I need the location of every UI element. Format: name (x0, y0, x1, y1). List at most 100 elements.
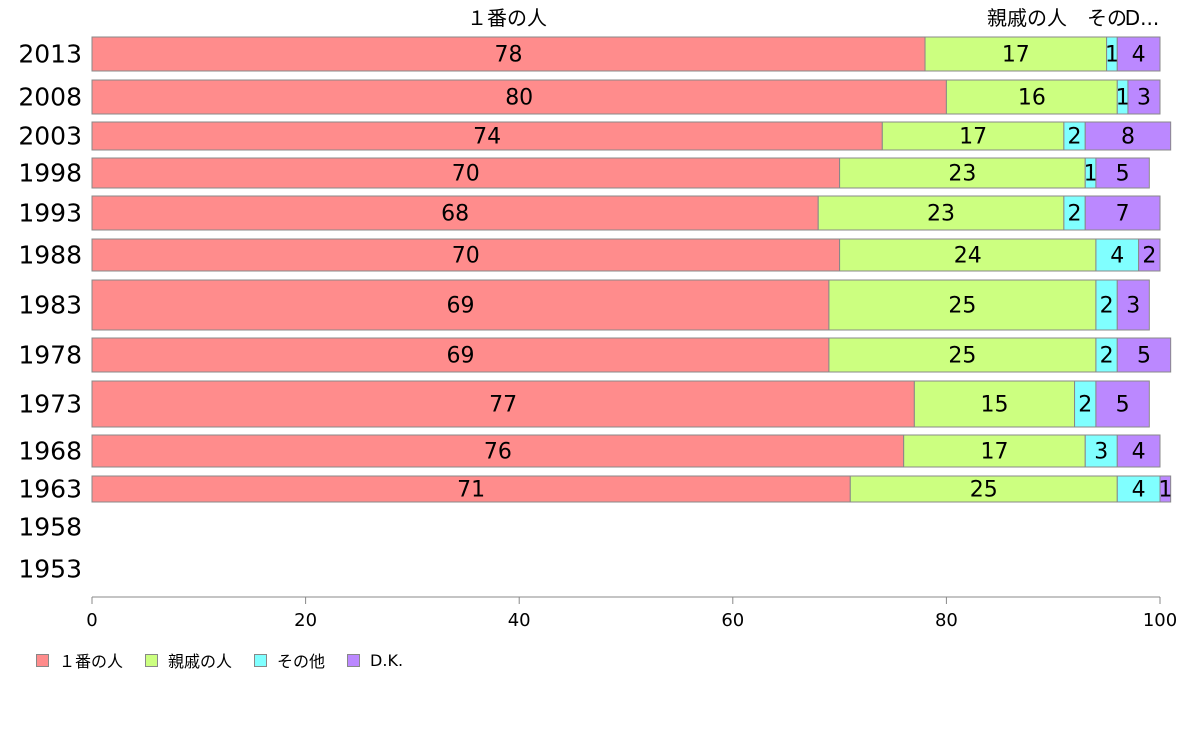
data-label-2003-s1: 17 (959, 125, 987, 150)
top-label-third: その (1087, 6, 1127, 30)
x-tick-label-20: 20 (294, 610, 317, 631)
data-label-2003-s2: 2 (1068, 125, 1082, 150)
data-label-1978-s3: 5 (1137, 344, 1151, 369)
x-axis: 0 20 40 60 80 100 (86, 596, 1177, 631)
stacked-bar-chart: １番の人 親戚の人 その D... 78 17 1 480 16 1 374 17 2 870 23… (18, 6, 1177, 631)
data-label-1963-s1: 25 (970, 478, 998, 503)
x-tick-label-100: 100 (1143, 610, 1177, 631)
data-label-1968-s0: 76 (484, 440, 512, 465)
legend-item-0: １番の人 (36, 648, 123, 672)
year-label-1953: 1953 (18, 555, 82, 584)
year-labels: 2013 2008 2003 1998 1993 1988 1983 1978 1973 1968… (18, 40, 82, 584)
x-tick-label-60: 60 (721, 610, 744, 631)
legend-label: １番の人 (59, 652, 124, 671)
legend-label: 親戚の人 (168, 652, 233, 671)
legend-label: その他 (277, 652, 326, 671)
legend-item-3: D.K. (347, 651, 403, 670)
data-label-1973-s2: 2 (1078, 393, 1092, 418)
data-label-1988-s1: 24 (954, 244, 982, 269)
year-label-1993: 1993 (18, 199, 82, 228)
bar-segment-1968-s2 (1084, 434, 1118, 468)
data-label-1973-s3: 5 (1116, 393, 1130, 418)
data-label-1963-s3: 1 (1158, 478, 1172, 503)
legend-item-1: 親戚の人 (145, 648, 232, 672)
bar-segment-1998-s3 (1095, 157, 1150, 189)
bar-segment-1998-s0 (91, 157, 841, 189)
year-label-1998: 1998 (18, 159, 82, 188)
bar-segment-1978-s3 (1116, 337, 1172, 373)
top-label-second: 親戚の人 (987, 6, 1067, 30)
data-label-1993-s3: 7 (1116, 202, 1130, 227)
year-label-2003: 2003 (18, 122, 82, 151)
bar-segment-1963-s3 (1159, 475, 1172, 503)
data-label-1963-s2: 4 (1132, 478, 1146, 503)
year-label-1988: 1988 (18, 241, 82, 270)
bar-segment-2013-s1 (924, 36, 1108, 72)
legend: １番の人 親戚の人 その他 D.K. (36, 648, 425, 672)
legend-swatch (145, 653, 159, 667)
x-tick-label-80: 80 (935, 610, 958, 631)
bar-segment-1993-s0 (91, 195, 819, 231)
data-label-1988-s0: 70 (452, 244, 480, 269)
x-tick-label-40: 40 (508, 610, 531, 631)
bar-segment-1983-s3 (1116, 279, 1150, 331)
data-label-2013-s0: 78 (495, 43, 523, 68)
data-label-1998-s3: 5 (1116, 162, 1130, 187)
bar-segment-1963-s0 (91, 475, 851, 503)
bar-segment-1973-s1 (913, 380, 1076, 428)
bar-segment-2008-s3 (1127, 79, 1161, 115)
bar-segment-2003-s1 (881, 121, 1065, 151)
x-tick-label-0: 0 (86, 610, 97, 631)
bar-segment-1968-s3 (1116, 434, 1161, 468)
data-label-2008-s0: 80 (505, 86, 533, 111)
year-label-1973: 1973 (18, 390, 82, 419)
data-label-2003-s3: 8 (1121, 125, 1135, 150)
bar-segment-1963-s1 (849, 475, 1118, 503)
bar-segment-1988-s0 (91, 238, 841, 272)
data-label-2008-s2: 1 (1116, 86, 1130, 111)
year-label-2013: 2013 (18, 40, 82, 69)
year-label-1963: 1963 (18, 475, 82, 504)
bar-segment-1978-s0 (91, 337, 830, 373)
bar-segment-1983-s1 (828, 279, 1097, 331)
bar-segment-1973-s3 (1095, 380, 1150, 428)
bar-segment-2008-s0 (91, 79, 947, 115)
data-label-1983-s1: 25 (948, 294, 976, 319)
data-label-1998-s0: 70 (452, 162, 480, 187)
year-label-1958: 1958 (18, 513, 82, 542)
bar-segment-1988-s2 (1095, 238, 1140, 272)
bar-segment-2013-s3 (1116, 36, 1161, 72)
data-label-1968-s1: 17 (980, 440, 1008, 465)
year-label-1968: 1968 (18, 437, 82, 466)
data-label-1993-s1: 23 (927, 202, 955, 227)
top-series-labels: １番の人 親戚の人 その D... (467, 6, 1159, 30)
bar-segment-1993-s3 (1084, 195, 1161, 231)
data-label-1973-s1: 15 (980, 393, 1008, 418)
data-label-1978-s1: 25 (948, 344, 976, 369)
bar-segment-2008-s1 (945, 79, 1118, 115)
data-label-1993-s0: 68 (441, 202, 469, 227)
data-label-1963-s0: 71 (457, 478, 485, 503)
data-label-1983-s2: 2 (1100, 294, 1114, 319)
bar-segment-1998-s1 (839, 157, 1086, 189)
bars-group: 78 17 1 480 16 1 374 17 2 870 23 1 568 23 2 770 24 4 269 25… (91, 36, 1172, 503)
data-label-2013-s2: 1 (1105, 43, 1119, 68)
top-label-first: １番の人 (467, 6, 547, 30)
data-label-1968-s3: 4 (1132, 440, 1146, 465)
year-label-1978: 1978 (18, 341, 82, 370)
data-label-2013-s1: 17 (1002, 43, 1030, 68)
data-label-2008-s3: 3 (1137, 86, 1151, 111)
data-label-2003-s0: 74 (473, 125, 501, 150)
data-label-1998-s2: 1 (1084, 162, 1098, 187)
bar-segment-2003-s3 (1084, 121, 1172, 151)
data-label-1988-s3: 2 (1142, 244, 1156, 269)
legend-swatch (347, 653, 361, 667)
data-label-1973-s0: 77 (489, 393, 517, 418)
bar-segment-1968-s1 (903, 434, 1086, 468)
legend-item-2: その他 (254, 648, 325, 672)
bar-segment-2003-s0 (91, 121, 883, 151)
data-label-1983-s0: 69 (446, 294, 474, 319)
data-label-1978-s2: 2 (1100, 344, 1114, 369)
data-label-2013-s3: 4 (1132, 43, 1146, 68)
legend-label: D.K. (370, 650, 404, 670)
